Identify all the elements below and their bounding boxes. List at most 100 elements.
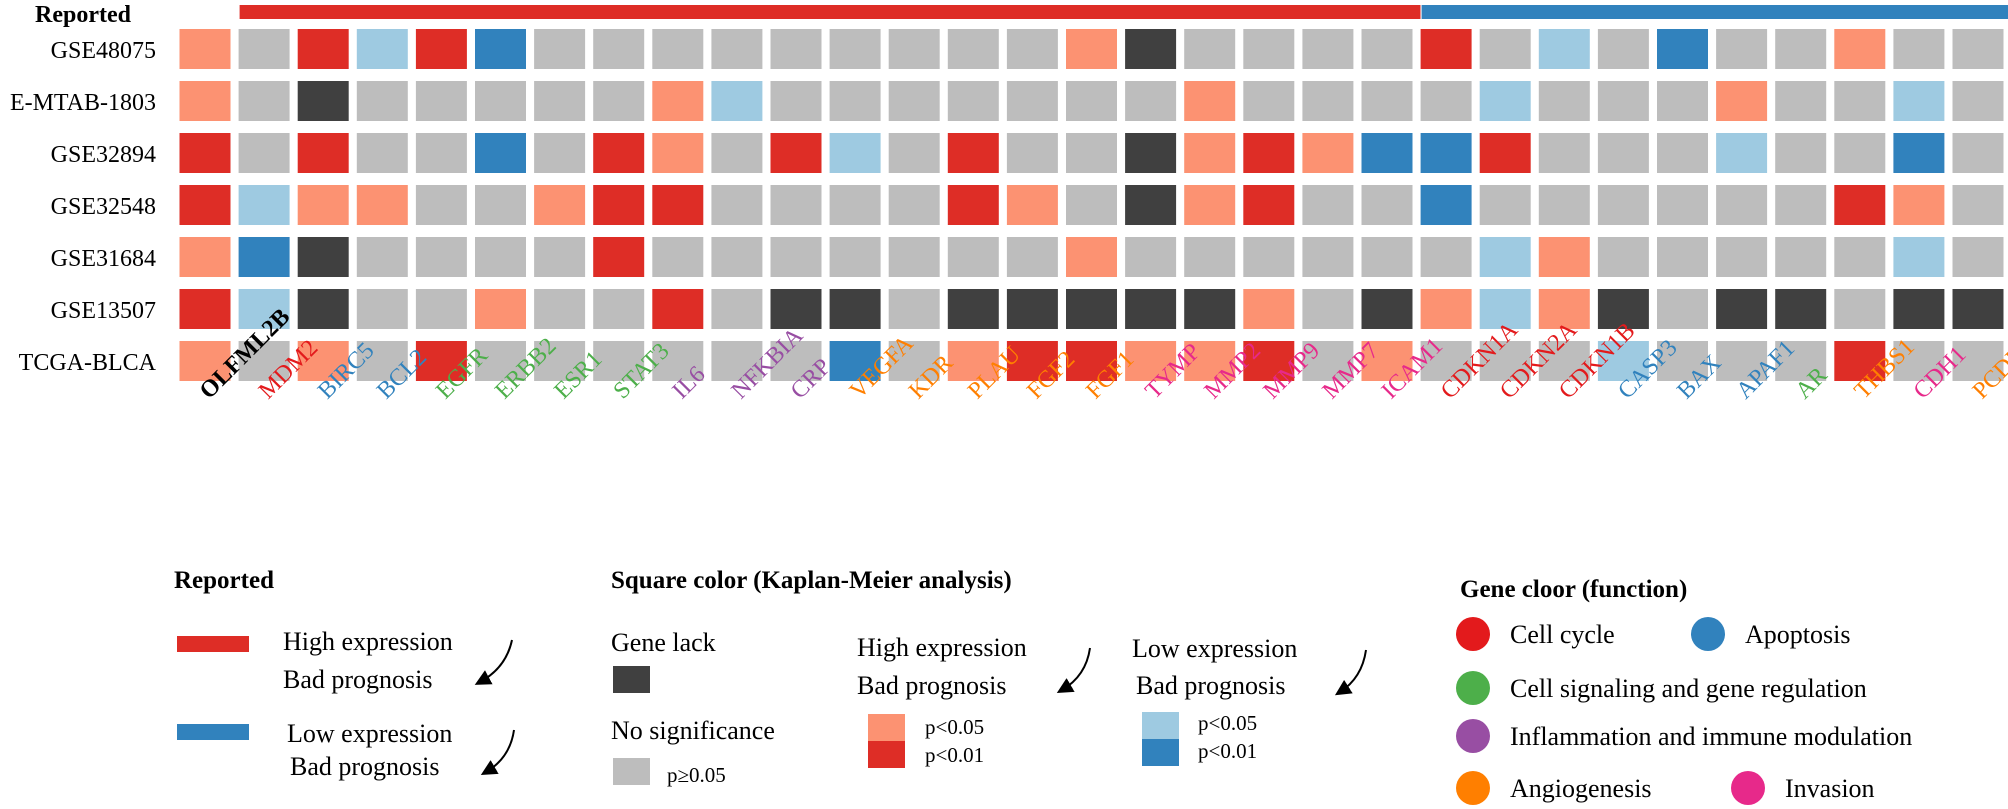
heatmap-cell bbox=[1184, 185, 1236, 225]
heatmap-cell bbox=[770, 29, 822, 69]
heatmap-cell bbox=[356, 133, 408, 173]
legend-no-sig-label: No significance bbox=[611, 716, 775, 745]
heatmap-cell bbox=[1952, 341, 2004, 381]
heatmap-cell bbox=[179, 185, 231, 225]
heatmap-cell bbox=[1006, 29, 1058, 69]
legend-reported-high-swatch bbox=[177, 636, 249, 652]
heatmap-cell bbox=[1775, 81, 1827, 121]
heatmap-cell bbox=[1479, 29, 1531, 69]
heatmap-cell bbox=[829, 29, 881, 69]
heatmap-cell bbox=[593, 81, 645, 121]
heatmap-cell bbox=[1893, 29, 1945, 69]
heatmap-cell bbox=[947, 341, 999, 381]
heatmap-cell bbox=[1243, 133, 1295, 173]
dataset-label: TCGA-BLCA bbox=[19, 350, 157, 376]
dataset-label: GSE13507 bbox=[51, 298, 156, 324]
heatmap-cell bbox=[1775, 185, 1827, 225]
legend-gene-color-label: Inflammation and immune modulation bbox=[1510, 722, 1912, 751]
heatmap-cell bbox=[593, 29, 645, 69]
heatmap-cell bbox=[888, 29, 940, 69]
heatmap-cell bbox=[1420, 289, 1472, 329]
heatmap-cell bbox=[770, 289, 822, 329]
legend-low-line2: Bad prognosis bbox=[1136, 671, 1286, 700]
heatmap-cell bbox=[888, 289, 940, 329]
heatmap-cell bbox=[1538, 185, 1590, 225]
dataset-label: E-MTAB-1803 bbox=[10, 90, 156, 116]
heatmap-cell bbox=[1538, 237, 1590, 277]
legend-gene-color-swatch bbox=[1456, 617, 1490, 651]
legend-high-line1: High expression bbox=[857, 633, 1027, 662]
heatmap-cell bbox=[1243, 185, 1295, 225]
heatmap-cell bbox=[1775, 29, 1827, 69]
heatmap-cell bbox=[1302, 133, 1354, 173]
legend-reported-low-arrow bbox=[480, 729, 515, 776]
heatmap-cell bbox=[770, 133, 822, 173]
legend-high-p05: p<0.05 bbox=[925, 715, 984, 739]
legend-square-color: Square color (Kaplan-Meier analysis) Gen… bbox=[611, 567, 1367, 787]
legend-low-arrow bbox=[1334, 649, 1367, 696]
heatmap-cell bbox=[1657, 29, 1708, 69]
heatmap-cell bbox=[947, 133, 999, 173]
heatmap-cell bbox=[1893, 185, 1945, 225]
heatmap-cell bbox=[534, 29, 586, 69]
heatmap-cell bbox=[1716, 185, 1768, 225]
heatmap-cell bbox=[415, 237, 467, 277]
heatmap-cell bbox=[179, 133, 231, 173]
legend-reported-low-line2: Bad prognosis bbox=[290, 752, 440, 781]
heatmap-cell bbox=[711, 133, 763, 173]
heatmap-cell bbox=[356, 185, 408, 225]
heatmap-cell bbox=[1538, 289, 1590, 329]
heatmap-cell bbox=[652, 29, 704, 69]
heatmap-cell bbox=[238, 29, 290, 69]
heatmap-cell bbox=[238, 185, 290, 225]
heatmap-cell bbox=[1538, 81, 1590, 121]
heatmap-cell bbox=[593, 133, 645, 173]
heatmap-cell bbox=[1597, 81, 1649, 121]
heatmap-cell bbox=[238, 341, 290, 381]
heatmap-cell bbox=[297, 81, 349, 121]
heatmap-cell bbox=[356, 237, 408, 277]
heatmap-cell bbox=[1184, 29, 1236, 69]
heatmap-cell bbox=[415, 29, 467, 69]
heatmap-cell bbox=[534, 185, 586, 225]
legend-reported: Reported High expression Bad prognosis L… bbox=[174, 567, 515, 781]
heatmap-cell bbox=[652, 81, 704, 121]
heatmap-cell bbox=[1597, 289, 1649, 329]
heatmap-cell bbox=[947, 237, 999, 277]
heatmap-cell bbox=[593, 341, 645, 381]
heatmap-cell bbox=[1597, 29, 1649, 69]
heatmap-cell bbox=[415, 341, 467, 381]
heatmap-cell bbox=[1657, 341, 1708, 381]
heatmap-cell bbox=[179, 341, 231, 381]
dataset-label: GSE48075 bbox=[51, 38, 156, 64]
heatmap-cell bbox=[829, 133, 881, 173]
heatmap-cell bbox=[1420, 133, 1472, 173]
heatmap-cell bbox=[1125, 81, 1177, 121]
legend-gene-color-label: Apoptosis bbox=[1745, 620, 1850, 649]
heatmap-cell bbox=[1952, 29, 2004, 69]
legend-reported-high-line2: Bad prognosis bbox=[283, 665, 433, 694]
heatmap-cell bbox=[652, 289, 704, 329]
heatmap-cell bbox=[356, 289, 408, 329]
legend-gene-color-label: Invasion bbox=[1785, 774, 1875, 803]
heatmap-cell bbox=[770, 237, 822, 277]
heatmap-cell bbox=[711, 341, 763, 381]
legend-gene-color-label: Cell signaling and gene regulation bbox=[1510, 674, 1867, 703]
heatmap-cell bbox=[1302, 289, 1354, 329]
legend-high-arrow bbox=[1056, 647, 1091, 694]
heatmap-cell bbox=[711, 237, 763, 277]
heatmap-cell bbox=[534, 341, 586, 381]
heatmap-cell bbox=[947, 81, 999, 121]
heatmap-cell bbox=[1538, 133, 1590, 173]
heatmap-cell bbox=[1893, 133, 1945, 173]
heatmap-cell bbox=[711, 29, 763, 69]
heatmap-cells bbox=[179, 29, 2004, 381]
heatmap-cell bbox=[652, 237, 704, 277]
heatmap-cell bbox=[1716, 29, 1768, 69]
legend-reported-low-swatch bbox=[177, 724, 249, 740]
heatmap-cell bbox=[947, 29, 999, 69]
legend-high-p05-swatch bbox=[868, 714, 905, 741]
heatmap-cell bbox=[711, 81, 763, 121]
heatmap-cell bbox=[1716, 133, 1768, 173]
legend-gene-color-title: Gene cloor (function) bbox=[1460, 576, 1687, 603]
